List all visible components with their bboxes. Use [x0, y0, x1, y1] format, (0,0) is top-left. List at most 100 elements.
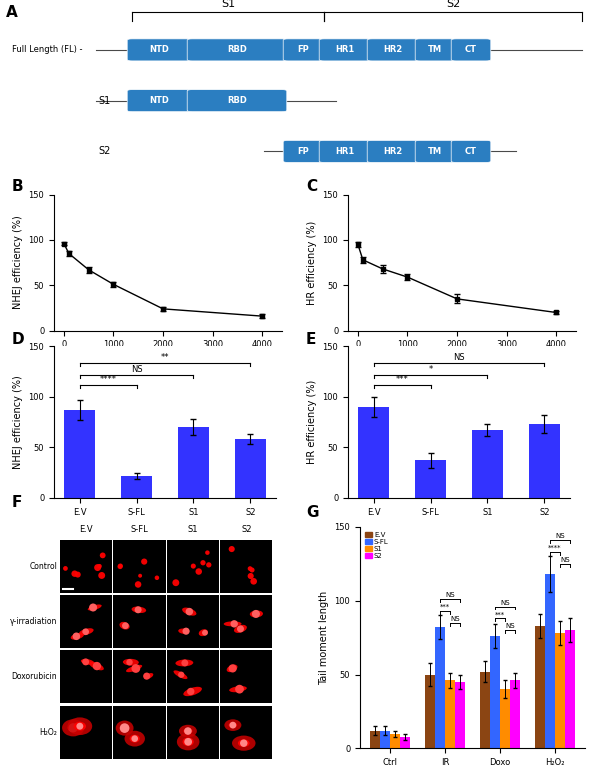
Point — [235, 683, 244, 696]
Text: H₂O₂: H₂O₂ — [39, 727, 57, 737]
Ellipse shape — [250, 611, 263, 618]
Text: CT: CT — [465, 45, 477, 54]
Bar — [445, 681, 455, 748]
Point — [228, 662, 238, 675]
Point — [229, 618, 239, 630]
Text: NTD: NTD — [149, 45, 169, 54]
Ellipse shape — [178, 629, 189, 634]
Text: B: B — [12, 179, 23, 194]
FancyBboxPatch shape — [451, 140, 491, 163]
Point — [171, 576, 181, 589]
Point — [133, 604, 143, 616]
Point — [93, 562, 103, 574]
Point — [142, 670, 152, 682]
Point — [245, 562, 255, 575]
Ellipse shape — [74, 722, 86, 731]
Point — [130, 732, 140, 745]
Point — [200, 626, 210, 639]
FancyBboxPatch shape — [127, 89, 191, 112]
Text: TM: TM — [428, 45, 442, 54]
FancyBboxPatch shape — [367, 140, 419, 163]
Ellipse shape — [126, 664, 142, 672]
Point — [239, 737, 248, 749]
Point — [75, 720, 85, 732]
Bar — [370, 731, 380, 748]
Point — [204, 559, 214, 571]
Ellipse shape — [116, 720, 134, 736]
Bar — [545, 574, 555, 748]
Ellipse shape — [144, 673, 154, 679]
Text: HR2: HR2 — [383, 45, 403, 54]
Ellipse shape — [125, 731, 145, 747]
Text: TM: TM — [428, 147, 442, 156]
Bar — [555, 633, 565, 748]
Ellipse shape — [88, 605, 101, 611]
Text: C: C — [306, 179, 317, 194]
Point — [186, 685, 196, 698]
FancyBboxPatch shape — [283, 39, 323, 61]
Text: NS: NS — [453, 353, 465, 363]
Point — [125, 656, 134, 668]
Point — [121, 619, 130, 632]
Point — [176, 668, 186, 681]
Bar — [490, 636, 500, 748]
Legend: E.V, S-FL, S1, S2: E.V, S-FL, S1, S2 — [364, 530, 390, 560]
Text: ****: **** — [548, 545, 562, 551]
Point — [81, 626, 91, 638]
Point — [251, 608, 261, 620]
Point — [198, 556, 208, 569]
Bar — [64, 410, 95, 498]
Point — [185, 605, 194, 618]
Bar — [435, 627, 445, 748]
Text: NS: NS — [555, 533, 565, 539]
Ellipse shape — [179, 725, 197, 738]
Text: HR2: HR2 — [383, 147, 403, 156]
Text: S-FL: S-FL — [131, 524, 148, 534]
FancyBboxPatch shape — [319, 140, 371, 163]
Bar — [390, 734, 400, 748]
Text: S2: S2 — [241, 524, 251, 534]
Ellipse shape — [119, 622, 130, 629]
Point — [188, 560, 198, 573]
FancyBboxPatch shape — [283, 140, 323, 163]
Ellipse shape — [131, 607, 146, 613]
Ellipse shape — [79, 628, 94, 636]
Point — [73, 569, 83, 581]
Y-axis label: NHEJ efficiency (%): NHEJ efficiency (%) — [13, 375, 23, 469]
FancyBboxPatch shape — [187, 39, 287, 61]
X-axis label: S-FL (ng): S-FL (ng) — [146, 355, 190, 365]
Ellipse shape — [68, 724, 79, 732]
Bar — [235, 440, 266, 498]
Ellipse shape — [182, 738, 194, 746]
Text: S1: S1 — [188, 524, 198, 534]
Text: NTD: NTD — [149, 96, 169, 105]
Ellipse shape — [227, 664, 238, 672]
Text: *: * — [428, 365, 433, 373]
Bar — [472, 430, 503, 498]
Text: Full Length (FL) -: Full Length (FL) - — [12, 45, 83, 54]
Text: E: E — [306, 332, 316, 347]
Point — [180, 657, 190, 669]
Point — [247, 564, 257, 576]
Text: E.V: E.V — [79, 524, 93, 534]
Ellipse shape — [175, 660, 193, 667]
Point — [152, 572, 162, 584]
Point — [139, 555, 149, 568]
Text: Control: Control — [29, 562, 57, 571]
Text: NS: NS — [505, 623, 515, 629]
Bar — [500, 689, 510, 748]
Text: ***: *** — [396, 375, 409, 384]
Ellipse shape — [232, 735, 256, 751]
Point — [71, 630, 81, 643]
Point — [116, 559, 125, 572]
Text: FP: FP — [297, 147, 309, 156]
Text: NS: NS — [445, 592, 455, 598]
FancyBboxPatch shape — [319, 39, 371, 61]
Ellipse shape — [182, 608, 196, 615]
Y-axis label: NHEJ efficiency (%): NHEJ efficiency (%) — [13, 216, 23, 310]
Point — [61, 562, 70, 575]
Ellipse shape — [184, 728, 193, 734]
Point — [194, 566, 203, 578]
Ellipse shape — [229, 722, 237, 728]
Text: HR1: HR1 — [335, 147, 355, 156]
